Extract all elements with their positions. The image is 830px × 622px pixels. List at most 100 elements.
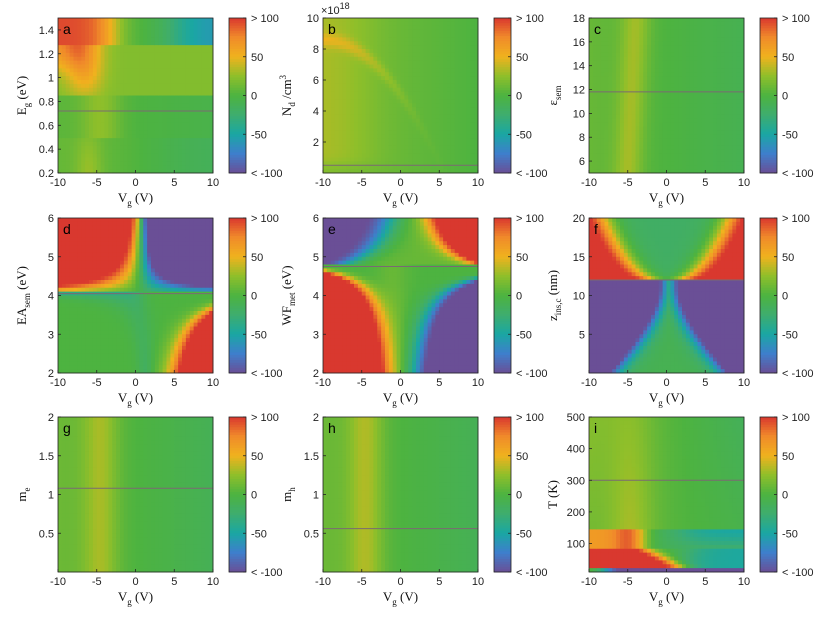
heatmap-cell	[639, 161, 644, 166]
heatmap-cell	[470, 56, 475, 62]
heatmap-cell	[635, 29, 640, 34]
heatmap-cell	[89, 56, 94, 62]
heatmap-cell	[474, 111, 479, 116]
colorbar-swatch	[494, 43, 511, 47]
heatmap-cell	[693, 161, 698, 166]
heatmap-cell	[104, 149, 109, 155]
heatmap-cell	[685, 87, 691, 93]
heatmap-cell	[123, 33, 129, 38]
heatmap-cell	[193, 91, 198, 96]
heatmap-cell	[716, 99, 722, 104]
heatmap-cell	[662, 83, 667, 89]
heatmap-cell	[100, 149, 105, 155]
heatmap-cell	[720, 99, 726, 104]
heatmap-cell	[330, 126, 336, 131]
heatmap-cell	[330, 157, 336, 162]
heatmap-cell	[400, 107, 405, 112]
heatmap-cell	[589, 122, 594, 127]
heatmap-cell	[666, 25, 671, 31]
heatmap-cell	[682, 95, 687, 100]
heatmap-cell	[127, 49, 133, 54]
heatmap-cell	[365, 126, 370, 131]
heatmap-cell	[369, 145, 374, 151]
heatmap-cell	[596, 72, 602, 77]
heatmap-cell	[616, 60, 621, 65]
heatmap-cell	[728, 33, 733, 38]
heatmap-cell	[330, 142, 336, 147]
heatmap-cell	[447, 153, 452, 158]
colorbar-swatch	[494, 129, 511, 133]
heatmap-cell	[58, 149, 63, 155]
heatmap-cell	[635, 126, 640, 131]
heatmap-cell	[662, 165, 667, 170]
heatmap-cell	[166, 49, 171, 54]
heatmap-cell	[666, 107, 671, 112]
heatmap-cell	[338, 103, 343, 108]
heatmap-cell	[412, 83, 417, 89]
heatmap-cell	[123, 142, 129, 147]
heatmap-cell	[334, 64, 339, 69]
heatmap-cell	[716, 21, 722, 27]
heatmap-cell	[323, 33, 328, 38]
heatmap-cell	[392, 118, 398, 124]
heatmap-cell	[346, 80, 351, 85]
heatmap-cell	[693, 49, 698, 54]
heatmap-cell	[431, 118, 436, 124]
heatmap-cell	[720, 95, 726, 100]
heatmap-cell	[342, 118, 347, 124]
heatmap-cell	[662, 157, 667, 162]
heatmap-cell	[620, 99, 625, 104]
heatmap-cell	[666, 157, 671, 162]
heatmap-cell	[154, 161, 160, 166]
heatmap-cell	[412, 41, 417, 46]
heatmap-cell	[361, 145, 367, 151]
heatmap-cell	[209, 153, 214, 158]
heatmap-cell	[58, 153, 63, 158]
heatmap-cell	[728, 21, 733, 27]
heatmap-cell	[450, 60, 456, 65]
heatmap-cell	[377, 122, 382, 127]
heatmap-cell	[116, 165, 121, 170]
heatmap-cell	[108, 29, 113, 34]
heatmap-cell	[623, 29, 629, 34]
heatmap-cell	[709, 60, 714, 65]
heatmap-cell	[147, 83, 152, 89]
heatmap-cell	[350, 138, 355, 143]
heatmap-cell	[651, 37, 656, 42]
heatmap-cell	[354, 21, 359, 27]
heatmap-cell	[427, 134, 432, 139]
heatmap-cell	[589, 29, 594, 34]
heatmap-cell	[154, 157, 160, 162]
colorbar-swatch	[229, 154, 246, 158]
heatmap-cell	[158, 149, 164, 155]
heatmap-cell	[178, 21, 183, 27]
heatmap-cell	[408, 83, 413, 89]
heatmap-cell	[120, 52, 125, 58]
heatmap-cell	[639, 18, 644, 23]
heatmap-cell	[131, 111, 136, 116]
heatmap-cell	[674, 114, 679, 120]
heatmap-cell	[120, 142, 125, 147]
heatmap-cell	[662, 111, 667, 116]
heatmap-cell	[462, 91, 467, 96]
heatmap-cell	[92, 41, 98, 46]
heatmap-cell	[154, 95, 160, 100]
heatmap-cell	[423, 169, 429, 174]
heatmap-cell	[647, 83, 652, 89]
colorbar-swatch	[229, 54, 246, 58]
heatmap-cell	[330, 21, 336, 27]
heatmap-cell	[201, 83, 206, 89]
heatmap-cell	[713, 111, 718, 116]
heatmap-cell	[596, 41, 602, 46]
heatmap-cell	[600, 107, 605, 112]
heatmap-cell	[404, 72, 409, 77]
heatmap-cell	[385, 21, 390, 27]
heatmap-cell	[143, 37, 148, 42]
heatmap-cell	[462, 149, 467, 155]
heatmap-cell	[616, 33, 621, 38]
heatmap-cell	[732, 145, 737, 151]
heatmap-cell	[108, 64, 113, 69]
heatmap-cell	[120, 29, 125, 34]
heatmap-cell	[392, 41, 398, 46]
heatmap-cell	[361, 122, 367, 127]
